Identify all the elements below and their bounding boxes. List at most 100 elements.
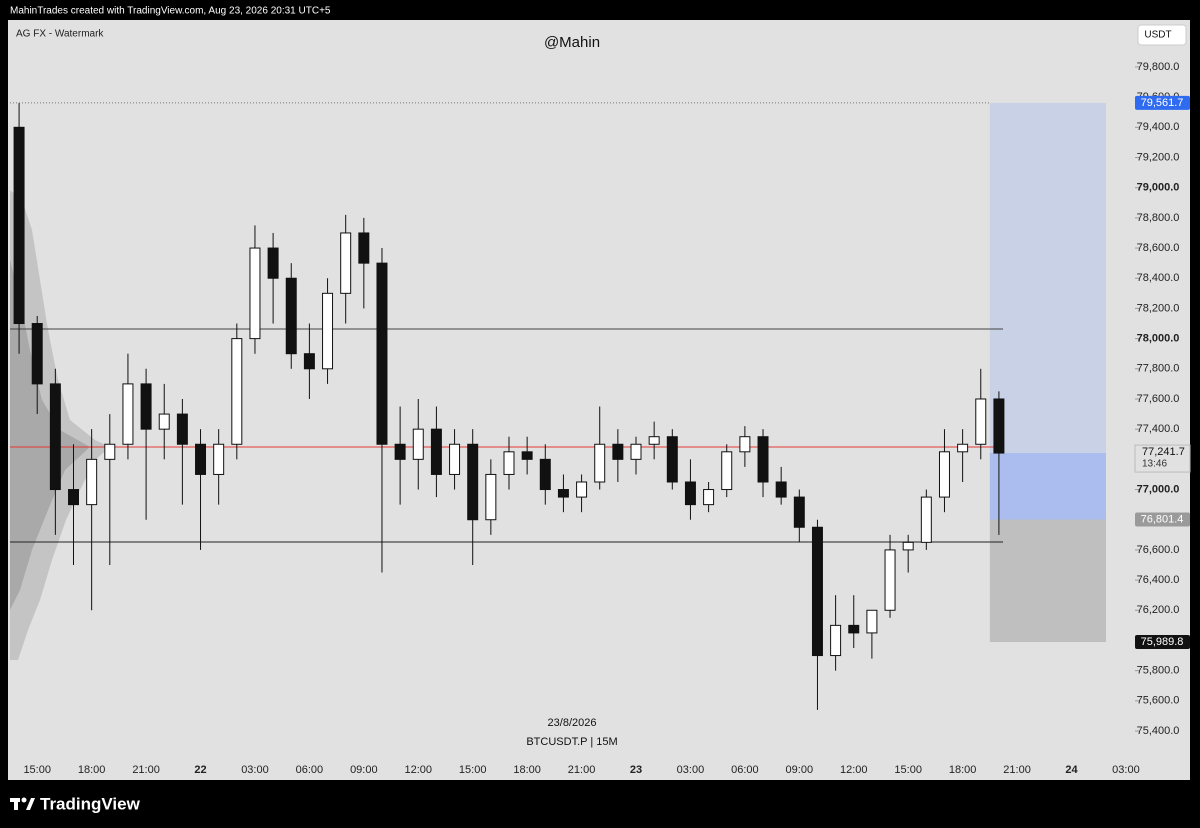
open-profit-zone — [989, 453, 1106, 520]
candle-body — [612, 443, 624, 460]
candle-body — [430, 428, 442, 475]
candle-body — [322, 292, 334, 370]
x-tick-label: 12:00 — [840, 764, 868, 776]
x-tick-label: 15:00 — [894, 764, 922, 776]
candle-body — [957, 443, 969, 453]
candle-body — [576, 481, 588, 498]
candle-body — [666, 436, 678, 483]
candle-body — [757, 436, 769, 483]
y-tick-label: 79,800.0 — [1137, 61, 1180, 73]
footer-logo — [10, 797, 35, 810]
candle-body — [793, 496, 805, 528]
currency-box[interactable] — [1137, 24, 1187, 46]
x-tick-label: 09:00 — [350, 764, 378, 776]
candle-body — [503, 451, 515, 475]
y-tick-label: 76,200.0 — [1137, 604, 1180, 616]
candle-body — [358, 232, 370, 264]
candle-body — [31, 323, 43, 385]
candle-body — [140, 383, 152, 430]
candle-body — [195, 443, 207, 475]
y-tick-label: 76,400.0 — [1137, 574, 1180, 586]
candle-body — [594, 443, 606, 483]
candle-body — [303, 353, 315, 370]
candle-body — [376, 262, 388, 445]
price-tag — [1135, 635, 1190, 650]
logo-stem — [14, 798, 18, 810]
x-tick-label: 21:00 — [132, 764, 160, 776]
candle-body — [648, 436, 660, 445]
y-tick-label: 78,800.0 — [1137, 212, 1180, 224]
x-tick-label: 21:00 — [1003, 764, 1031, 776]
price-tag-label: 76,801.4 — [1141, 513, 1184, 525]
candle-body — [449, 443, 461, 475]
candle-body — [285, 277, 297, 355]
price-tag-label: 75,989.8 — [1141, 636, 1184, 648]
price-tag — [1135, 95, 1190, 110]
logo-dot — [21, 797, 27, 803]
x-tick-label: 18:00 — [949, 764, 977, 776]
logo-slash — [26, 798, 35, 810]
candle-body — [267, 247, 279, 279]
x-tick-label: 09:00 — [786, 764, 814, 776]
candle-body — [539, 458, 551, 491]
y-tick-label: 78,600.0 — [1137, 242, 1180, 254]
brand: TradingView — [40, 794, 141, 813]
candle-body — [866, 609, 878, 634]
candle-body — [485, 473, 497, 521]
candle-body — [249, 247, 261, 340]
candle-body — [68, 489, 79, 506]
x-tick-label: 24 — [1065, 764, 1078, 776]
candle-body — [158, 413, 170, 430]
x-tick-label: 03:00 — [677, 764, 705, 776]
y-tick-label: 77,800.0 — [1137, 363, 1180, 375]
price-tag — [1135, 512, 1190, 527]
candle-body — [775, 481, 787, 498]
x-tick-label: 06:00 — [731, 764, 759, 776]
candle-body — [811, 526, 823, 657]
credit: MahinTrades created with TradingView.com… — [10, 6, 331, 17]
candle-body — [104, 443, 116, 460]
x-tick-label: 03:00 — [1112, 764, 1140, 776]
candle-body — [739, 436, 751, 453]
stop-zone — [989, 519, 1106, 643]
x-tick-label: 06:00 — [296, 764, 324, 776]
y-tick-label: 78,200.0 — [1137, 302, 1180, 314]
candle-body — [848, 624, 860, 634]
y-tick-label: 75,600.0 — [1137, 695, 1180, 707]
y-tick-label: 76,600.0 — [1137, 544, 1180, 556]
x-tick-label: 22 — [194, 764, 206, 776]
price-tag-label: 79,561.7 — [1141, 97, 1184, 109]
current-price-label: 77,241.7 — [1142, 446, 1185, 458]
y-tick-label: 79,200.0 — [1137, 151, 1180, 163]
x-tick-label: 21:00 — [568, 764, 596, 776]
y-tick-label: 78,400.0 — [1137, 272, 1180, 284]
currency-label[interactable]: USDT — [1144, 30, 1171, 41]
candle-body — [13, 126, 25, 325]
candle-body — [721, 451, 733, 491]
watermark-date: 23/8/2026 — [548, 717, 597, 729]
candle-body — [49, 383, 61, 491]
candle-body — [176, 413, 188, 445]
x-tick-label: 12:00 — [405, 764, 433, 776]
y-tick-label: 79,400.0 — [1137, 121, 1180, 133]
candle-body — [938, 451, 950, 498]
countdown: 13:46 — [1142, 459, 1167, 470]
y-tick-label: 79,000.0 — [1137, 182, 1180, 194]
x-tick-label: 15:00 — [459, 764, 487, 776]
x-tick-label: 15:00 — [23, 764, 51, 776]
y-tick-label: 77,400.0 — [1137, 423, 1180, 435]
x-tick-label: 03:00 — [241, 764, 269, 776]
y-tick-label: 75,400.0 — [1137, 725, 1180, 737]
x-tick-label: 18:00 — [513, 764, 541, 776]
y-tick-label: 78,000.0 — [1137, 333, 1180, 345]
candle-body — [684, 481, 696, 506]
watermark-symbol: BTCUSDT.P | 15M — [526, 736, 617, 748]
x-tick-label: 18:00 — [78, 764, 106, 776]
candle-body — [521, 451, 533, 460]
candle-body — [830, 624, 842, 657]
candle-body — [122, 383, 134, 445]
candle-body — [340, 232, 352, 294]
target-zone — [989, 102, 1106, 520]
